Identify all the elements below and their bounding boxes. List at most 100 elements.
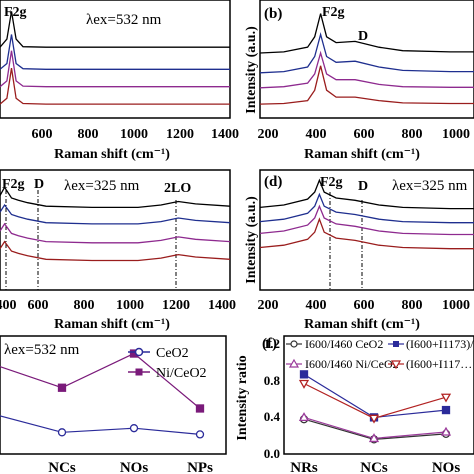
panel-e-frame xyxy=(0,335,227,455)
x-tick-label: 800 xyxy=(402,127,423,142)
legend-label: (I600+I117… xyxy=(406,357,472,371)
spectrum-line-4 xyxy=(259,65,474,105)
spectrum-line-2 xyxy=(0,203,231,225)
spectrum-line-2 xyxy=(259,192,474,224)
x-tick-label: NCs xyxy=(360,460,388,474)
panel-e-xticks: NCs NOs NPs xyxy=(48,460,213,474)
panel-f-frame xyxy=(283,335,474,455)
legend-marker xyxy=(393,341,399,347)
legend-marker xyxy=(390,360,402,370)
panel-c-xticks: 400 600 800 1000 1200 1400 xyxy=(0,298,236,313)
series-line-1 xyxy=(0,415,201,435)
panel-b-xticks: 200 400 600 800 1000 xyxy=(258,127,471,142)
panel-e-legend: CeO2 Ni/CeO2 xyxy=(128,346,207,381)
data-point xyxy=(195,430,205,439)
x-tick-label: 600 xyxy=(32,127,53,142)
panel-f-letter: (f) xyxy=(262,336,277,352)
panel-d-letter: (d) xyxy=(264,174,282,190)
panel-e: λex=532 nm CeO2 Ni/CeO2 NCs NOs NPs xyxy=(0,335,227,474)
panel-f: (f) Intensity ratio 0.0 0.4 0.8 1.2 I600… xyxy=(235,335,474,474)
spectrum-line-3 xyxy=(259,204,474,236)
x-tick-label: NRs xyxy=(290,460,318,474)
panel-b: (b) F2g D Intensity (a.u.) 200 400 600 8… xyxy=(244,0,474,162)
panel-c-2lo-label: 2LO xyxy=(164,181,191,196)
data-point xyxy=(441,405,451,415)
panel-b-lines xyxy=(259,13,474,105)
panel-a-xlabel: Raman shift (cm⁻¹) xyxy=(54,147,170,162)
panel-a-peak-label: F2g xyxy=(4,5,27,20)
data-point xyxy=(298,379,310,389)
panel-d-frame xyxy=(259,169,474,291)
series-line-2 xyxy=(0,352,201,409)
legend-marker xyxy=(134,347,144,357)
y-tick-label: 0.4 xyxy=(264,409,281,424)
spectrum-line-3 xyxy=(259,50,474,89)
data-point xyxy=(57,428,67,437)
panel-f-xticks: NRs NCs NOs xyxy=(290,460,460,474)
data-point xyxy=(368,433,380,443)
spectrum-line-3 xyxy=(0,50,230,88)
panel-a-frame xyxy=(0,0,231,119)
x-tick-label: 200 xyxy=(258,298,279,313)
panel-f-yticks: 0.0 0.4 0.8 1.2 xyxy=(264,336,281,461)
panel-f-ylabel: Intensity ratio xyxy=(235,355,250,440)
panel-a: F2g λex=532 nm 600 800 1000 1200 1400 Ra… xyxy=(0,0,239,162)
x-tick-label: 600 xyxy=(354,298,375,313)
panel-e-annotation: λex=532 nm xyxy=(4,342,80,358)
data-point xyxy=(440,426,452,436)
spectrum-line-1 xyxy=(0,11,230,48)
x-tick-label: 600 xyxy=(354,127,375,142)
data-point xyxy=(195,404,205,413)
y-tick-label: 0.0 xyxy=(264,446,280,461)
legend-label: CeO2 xyxy=(156,346,189,361)
panel-d-annotation: λex=325 nm xyxy=(392,178,468,194)
panel-c-lines xyxy=(0,186,231,262)
spectrum-line-4 xyxy=(259,217,474,250)
spectrum-line-2 xyxy=(0,34,230,70)
x-tick-label: 1200 xyxy=(166,127,194,142)
spectrum-line-1 xyxy=(0,186,231,209)
x-tick-label: 1000 xyxy=(116,298,144,313)
spectrum-line-4 xyxy=(0,240,231,262)
panel-d-peak-label: F2g xyxy=(320,175,343,190)
spectrum-line-1 xyxy=(259,13,474,54)
panel-c-xlabel: Raman shift (cm⁻¹) xyxy=(54,317,170,332)
panel-a-xticks: 600 800 1000 1200 1400 xyxy=(32,127,240,142)
panel-c-annotation: λex=325 nm xyxy=(64,178,140,194)
panel-b-frame xyxy=(259,0,474,119)
panel-b-d-label: D xyxy=(358,29,368,44)
panel-c: F2g D λex=325 nm 2LO 400 600 800 1000 12… xyxy=(0,169,236,332)
x-tick-label: 1000 xyxy=(442,298,470,313)
data-point xyxy=(298,412,310,422)
x-tick-label: NPs xyxy=(187,460,213,474)
x-tick-label: 1400 xyxy=(211,127,239,142)
panel-f-lines xyxy=(298,370,452,444)
panel-d-lines xyxy=(259,178,474,250)
panel-c-frame xyxy=(0,169,231,291)
data-point xyxy=(299,370,309,379)
legend-marker xyxy=(135,368,143,376)
x-tick-label: 600 xyxy=(28,298,49,313)
x-tick-label: 800 xyxy=(402,298,423,313)
x-tick-label: 1200 xyxy=(162,298,190,313)
legend-label: Ni/CeO2 xyxy=(156,366,207,381)
panel-a-annotation: λex=532 nm xyxy=(86,12,162,28)
series-line-4 xyxy=(303,382,447,419)
panel-b-xlabel: Raman shift (cm⁻¹) xyxy=(304,147,420,162)
x-tick-label: 400 xyxy=(306,298,327,313)
panel-d-d-label: D xyxy=(358,179,368,194)
x-tick-label: 1000 xyxy=(442,127,470,142)
y-tick-label: 0.8 xyxy=(264,373,281,388)
panel-a-lines xyxy=(0,11,230,105)
x-tick-label: NOs xyxy=(432,460,461,474)
panel-d-xticks: 200 400 600 800 1000 xyxy=(258,298,471,313)
legend-label: I600/I460 Ni/CeO2 xyxy=(305,357,399,371)
data-point xyxy=(129,424,139,433)
data-point xyxy=(440,393,452,403)
data-point xyxy=(368,414,380,424)
panel-c-d-label: D xyxy=(34,177,44,192)
legend-label: (I600+I1173)/I… xyxy=(406,337,474,351)
x-tick-label: 800 xyxy=(78,127,99,142)
spectrum-line-2 xyxy=(259,32,474,74)
